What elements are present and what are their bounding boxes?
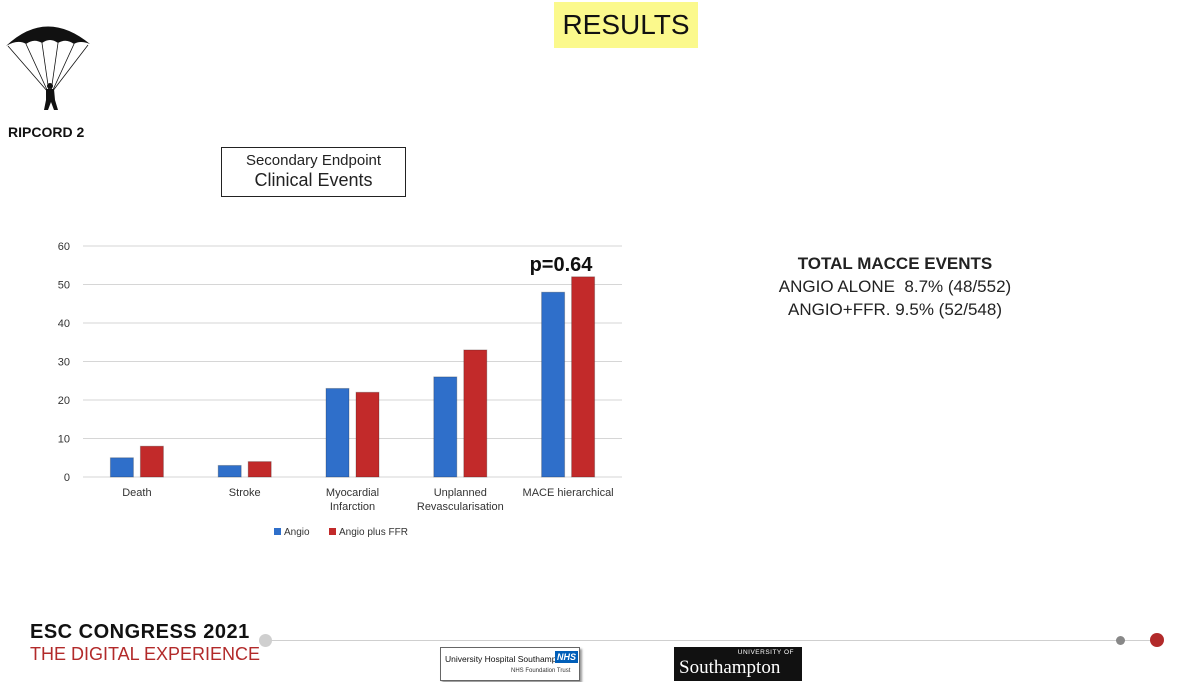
x-tick-label: MACE hierarchical — [523, 487, 614, 499]
y-tick-label: 20 — [58, 395, 70, 407]
logo-label: RIPCORD 2 — [8, 124, 85, 140]
x-tick-label: Myocardial Infarction — [326, 487, 379, 513]
bar-angio — [109, 457, 134, 478]
x-tick-label: Unplanned Revascularisation — [417, 487, 504, 513]
legend-swatch — [274, 528, 281, 535]
parachute-icon — [6, 26, 90, 110]
bar-angio-plus-ffr — [463, 349, 488, 478]
ripcord-logo: RIPCORD 2 — [0, 14, 100, 154]
southampton-top: UNIVERSITY OF — [737, 649, 794, 656]
bar-angio — [433, 376, 458, 478]
southampton-name: Southampton — [679, 657, 781, 678]
endpoint-subtitle: Secondary Endpoint — [245, 152, 382, 169]
congress-footer: ESC CONGRESS 2021 THE DIGITAL EXPERIENCE — [30, 621, 260, 665]
bar-angio — [217, 464, 242, 478]
endpoint-title: Clinical Events — [254, 170, 373, 190]
nhs-badge: NHS — [555, 651, 579, 663]
timeline-start-dot — [259, 634, 272, 647]
uhs-logo: University Hospital Southampton NHS NHS … — [440, 647, 580, 681]
y-tick-label: 60 — [58, 241, 70, 253]
bar-angio-plus-ffr — [355, 391, 380, 478]
bar-angio-plus-ffr — [571, 276, 596, 478]
x-tick-label: Stroke — [229, 487, 261, 499]
page-title: RESULTS — [554, 2, 698, 48]
y-tick-label: 40 — [58, 318, 70, 330]
y-tick-label: 0 — [64, 472, 70, 484]
timeline-end-dot — [1150, 633, 1164, 647]
congress-subtitle: THE DIGITAL EXPERIENCE — [30, 644, 261, 664]
macce-summary: TOTAL MACCE EVENTS ANGIO ALONE 8.7% (48/… — [750, 252, 1040, 321]
bar-angio — [541, 291, 566, 478]
macce-angio-line: ANGIO ALONE 8.7% (48/552) — [778, 277, 1012, 296]
legend-swatch — [329, 528, 336, 535]
timeline-line — [265, 640, 1157, 641]
uhs-name: University Hospital Southampton — [445, 654, 569, 664]
p-value-annotation: p=0.64 — [530, 254, 594, 276]
macce-heading: TOTAL MACCE EVENTS — [797, 254, 993, 273]
y-tick-label: 50 — [58, 280, 70, 292]
legend-label: Angio — [284, 527, 310, 538]
southampton-logo: UNIVERSITY OF Southampton — [674, 647, 802, 681]
bar-angio — [325, 387, 350, 478]
legend-label: Angio plus FFR — [339, 527, 408, 538]
bar-angio-plus-ffr — [247, 461, 272, 478]
endpoint-box: Secondary Endpoint Clinical Events — [221, 147, 406, 197]
bar-angio-plus-ffr — [139, 445, 164, 478]
macce-ffr-line: ANGIO+FFR. 9.5% (52/548) — [788, 300, 1002, 319]
bar-chart: 0 10 20 30 40 50 60 Death Stroke Myocardial Infarc… — [58, 241, 622, 538]
congress-title: ESC CONGRESS 2021 — [30, 621, 250, 643]
timeline-mid-dot — [1116, 636, 1125, 645]
uhs-subtitle: NHS Foundation Trust — [511, 668, 571, 674]
x-tick-label: Death — [122, 487, 151, 499]
y-tick-label: 10 — [58, 434, 70, 446]
y-tick-label: 30 — [58, 357, 70, 369]
